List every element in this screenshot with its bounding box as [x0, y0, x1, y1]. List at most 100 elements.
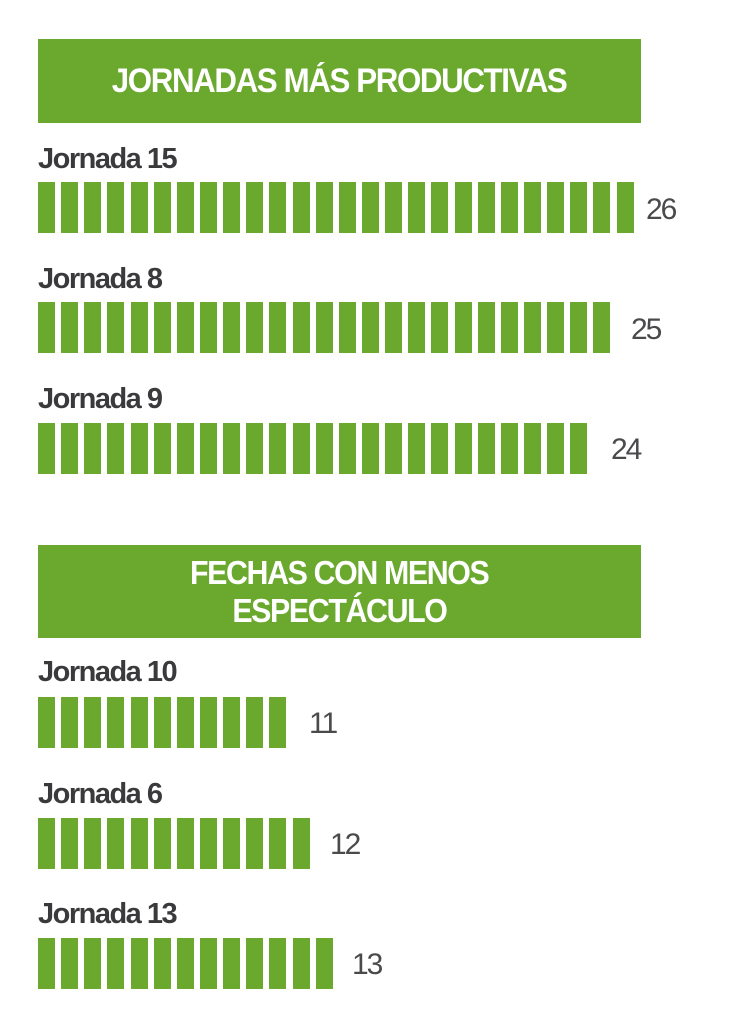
bar-segment	[246, 818, 264, 869]
bar-segment	[38, 182, 55, 233]
bar-segment	[223, 423, 241, 474]
bar-segment	[107, 938, 125, 989]
bar-segment	[153, 182, 171, 233]
bar-segment	[38, 818, 55, 869]
bar-value: 24	[611, 433, 642, 466]
bar-segment	[61, 697, 79, 748]
bar-segment	[199, 182, 217, 233]
bar-segment	[292, 423, 310, 474]
bar-segment	[338, 182, 356, 233]
bar-segment	[199, 302, 217, 353]
bar-segment	[130, 818, 148, 869]
bar-segment	[431, 423, 449, 474]
bar-value: 25	[631, 313, 662, 346]
bar-segment	[84, 423, 102, 474]
bar-segment	[385, 423, 403, 474]
bar-segment	[153, 302, 171, 353]
section-title-line-2: ESPECTÁCULO	[232, 591, 448, 629]
bar-segment	[292, 818, 310, 869]
row-label: Jornada 6	[38, 778, 163, 810]
bar-segment	[500, 182, 518, 233]
bar-segment	[38, 697, 55, 748]
bar-segment	[269, 938, 287, 989]
row-label: Jornada 10	[38, 656, 178, 688]
bar-segment	[176, 423, 194, 474]
bar-segment	[431, 182, 449, 233]
bar-segment	[107, 697, 125, 748]
bar-segment	[84, 938, 102, 989]
bar-value: 11	[309, 707, 338, 740]
bar-segment	[246, 182, 264, 233]
bar-segment	[547, 423, 565, 474]
bar-segment	[454, 302, 472, 353]
bar-segment	[107, 423, 125, 474]
bar-segment	[176, 182, 194, 233]
bar-segment	[130, 938, 148, 989]
bar-value: 12	[330, 828, 361, 861]
row-label: Jornada 9	[38, 383, 163, 415]
bar-segment	[315, 938, 333, 989]
bar-segment	[84, 818, 102, 869]
bar-segment	[361, 302, 379, 353]
section-title-least: FECHAS CON MENOS ESPECTÁCULO	[38, 545, 641, 638]
bar-segment	[107, 818, 125, 869]
bar-segment	[130, 697, 148, 748]
bar-segment	[223, 302, 241, 353]
bar-jornada-8	[38, 302, 617, 353]
bar-segment	[315, 182, 333, 233]
section-title-productive: JORNADAS MÁS PRODUCTIVAS	[38, 39, 641, 123]
bar-jornada-10	[38, 697, 293, 748]
bar-segment	[292, 938, 310, 989]
bar-segment	[269, 818, 287, 869]
bar-segment	[292, 182, 310, 233]
bar-segment	[338, 302, 356, 353]
section-title-text: JORNADAS MÁS PRODUCTIVAS	[112, 61, 568, 100]
section-title-line-1: FECHAS CON MENOS	[190, 553, 490, 591]
bar-jornada-13	[38, 938, 339, 989]
bar-segment	[570, 182, 588, 233]
bar-value: 13	[352, 948, 383, 981]
bar-segment	[199, 938, 217, 989]
bar-segment	[500, 423, 518, 474]
row-label: Jornada 13	[38, 898, 178, 930]
bar-segment	[153, 938, 171, 989]
bar-segment	[176, 697, 194, 748]
bar-segment	[454, 423, 472, 474]
bar-segment	[107, 302, 125, 353]
bar-segment	[130, 182, 148, 233]
bar-segment	[246, 697, 264, 748]
bar-segment	[454, 182, 472, 233]
bar-segment	[523, 182, 541, 233]
bar-jornada-15	[38, 182, 640, 233]
bar-segment	[269, 423, 287, 474]
bar-segment	[338, 423, 356, 474]
bar-segment	[593, 302, 611, 353]
bar-segment	[477, 302, 495, 353]
bar-segment	[84, 697, 102, 748]
bar-segment	[176, 302, 194, 353]
bar-segment	[38, 302, 55, 353]
bar-segment	[130, 423, 148, 474]
bar-segment	[153, 697, 171, 748]
bar-segment	[223, 938, 241, 989]
bar-segment	[361, 182, 379, 233]
bar-segment	[570, 302, 588, 353]
bar-segment	[523, 423, 541, 474]
bar-segment	[153, 423, 171, 474]
bar-segment	[38, 938, 55, 989]
bar-segment	[130, 302, 148, 353]
bar-segment	[246, 302, 264, 353]
row-label: Jornada 8	[38, 263, 163, 295]
bar-segment	[199, 697, 217, 748]
bar-segment	[61, 938, 79, 989]
bar-segment	[223, 697, 241, 748]
bar-segment	[199, 423, 217, 474]
bar-segment	[61, 818, 79, 869]
bar-segment	[616, 182, 634, 233]
bar-segment	[269, 697, 287, 748]
bar-segment	[500, 302, 518, 353]
bar-segment	[408, 302, 426, 353]
bar-segment	[385, 182, 403, 233]
row-label: Jornada 15	[38, 143, 178, 175]
bar-segment	[223, 182, 241, 233]
